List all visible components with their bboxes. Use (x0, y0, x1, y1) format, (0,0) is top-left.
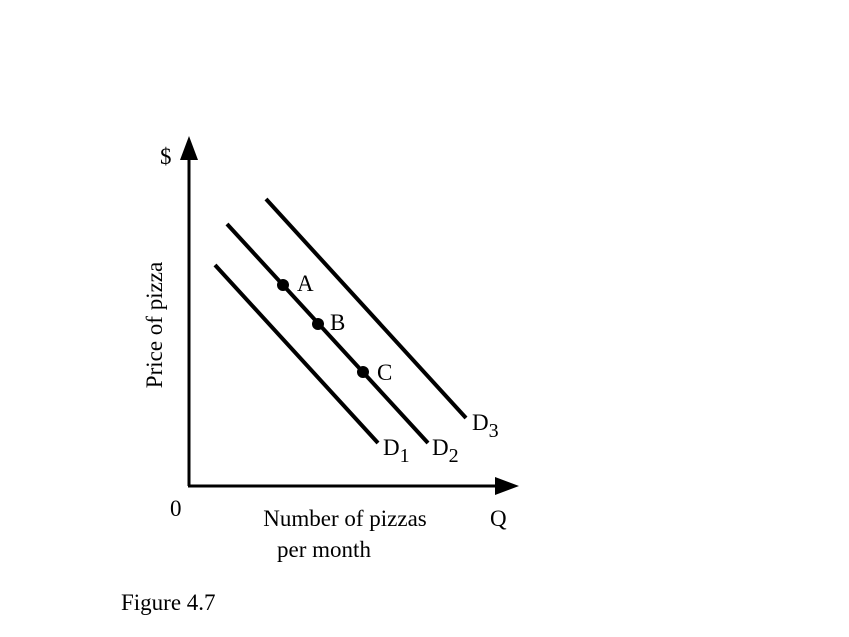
origin-label: 0 (170, 496, 182, 521)
y-symbol: $ (160, 144, 172, 169)
curve-label: D3 (472, 410, 499, 442)
x-arrow (495, 477, 519, 495)
point (312, 318, 324, 330)
demand-curve-3 (264, 197, 468, 420)
point (277, 279, 289, 291)
x-symbol: Q (490, 506, 507, 531)
x-label: Number of pizzas (263, 506, 427, 531)
curve-subscript: 2 (449, 445, 459, 467)
point (357, 366, 369, 378)
curve-subscript: 1 (400, 445, 410, 467)
curve-letter: D (432, 435, 449, 460)
demand-curve-1 (213, 263, 380, 445)
caption: Figure 4.7 (121, 590, 216, 615)
point-label: B (330, 310, 345, 335)
point-label: C (377, 360, 392, 385)
x-label: per month (277, 537, 371, 562)
y-arrow (180, 136, 198, 160)
curve-label: D2 (432, 435, 459, 467)
y-label: Price of pizza (142, 262, 167, 388)
curve-label: D1 (383, 435, 410, 467)
curve-subscript: 3 (489, 420, 499, 442)
curve-letter: D (383, 435, 400, 460)
curve-letter: D (472, 410, 489, 435)
point-label: A (297, 271, 314, 296)
demand-curve-2 (225, 222, 430, 445)
